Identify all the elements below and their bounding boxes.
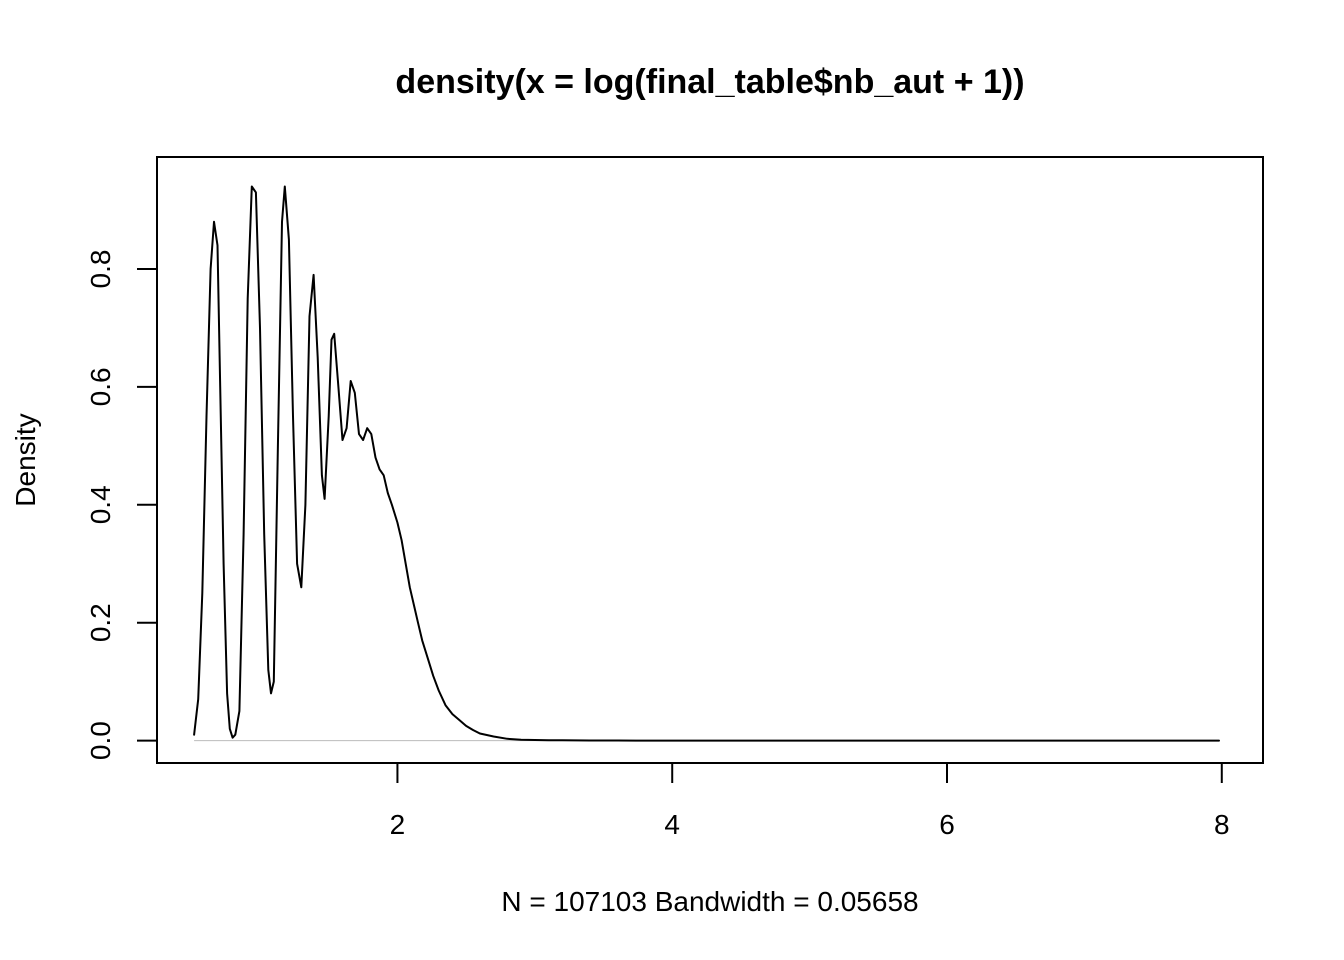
x-axis-label: N = 107103 Bandwidth = 0.05658: [501, 886, 918, 917]
x-tick-label: 2: [390, 809, 406, 840]
y-tick-label: 0.8: [85, 250, 116, 289]
x-tick-label: 6: [939, 809, 955, 840]
y-tick-label: 0.0: [85, 721, 116, 760]
chart-title: density(x = log(final_table$nb_aut + 1)): [395, 63, 1024, 101]
plot-frame: [156, 156, 1264, 764]
x-tick-label: 8: [1214, 809, 1230, 840]
x-axis: 2 4 6 8: [390, 762, 1230, 840]
density-curve: [193, 185, 1220, 742]
y-tick-label: 0.4: [85, 485, 116, 524]
y-tick-label: 0.2: [85, 603, 116, 642]
y-axis-label: Density: [10, 413, 41, 506]
x-tick-label: 4: [664, 809, 680, 840]
y-axis: 0.0 0.2 0.4 0.6 0.8: [85, 250, 158, 760]
y-tick-label: 0.6: [85, 367, 116, 406]
